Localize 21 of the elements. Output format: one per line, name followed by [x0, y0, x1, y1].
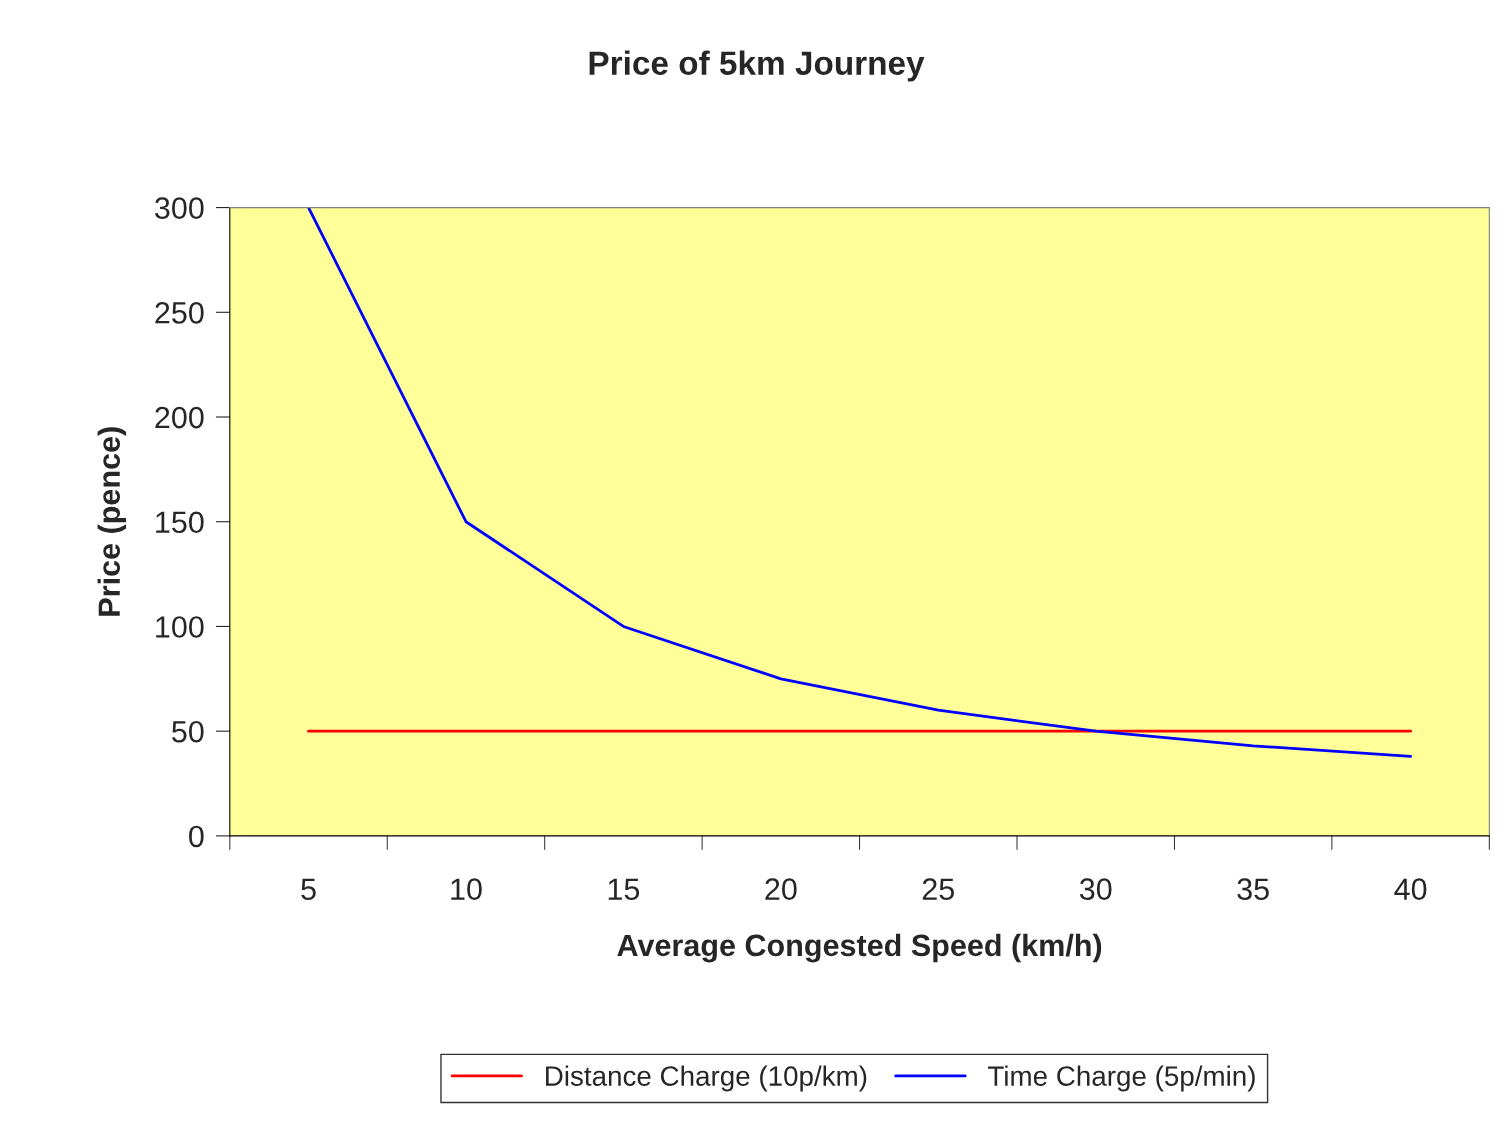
x-tick-label: 10: [451, 878, 482, 900]
y-tick-label: 300: [155, 197, 204, 219]
y-tick-label: 0: [189, 825, 204, 848]
y-tick-label: 50: [172, 720, 204, 743]
x-tick-label: 30: [1079, 878, 1112, 900]
line-series: [307, 207, 1412, 758]
y-tick-label: 100: [156, 616, 204, 638]
y-tick-label: 200: [155, 406, 204, 429]
x-tick-label: 35: [1237, 878, 1269, 900]
y-tick-label: 250: [155, 302, 204, 324]
y-tick-label: 150: [156, 511, 204, 534]
x-tick-label: 20: [765, 878, 797, 900]
y-axis-title: Price (pence): [97, 427, 127, 616]
x-tick-label: 25: [922, 878, 954, 900]
x-tick-label: 15: [608, 878, 640, 900]
x-axis-title: Average Congested Speed (km/h): [617, 933, 1102, 963]
x-tick-label: 5: [301, 878, 316, 900]
x-tick-label: 40: [1394, 878, 1427, 900]
chart-title: Price of 5km Journey: [589, 50, 925, 82]
legend-label: Time Charge (5p/min): [988, 1065, 1255, 1092]
legend-label: Distance Charge (10p/km): [546, 1065, 867, 1092]
